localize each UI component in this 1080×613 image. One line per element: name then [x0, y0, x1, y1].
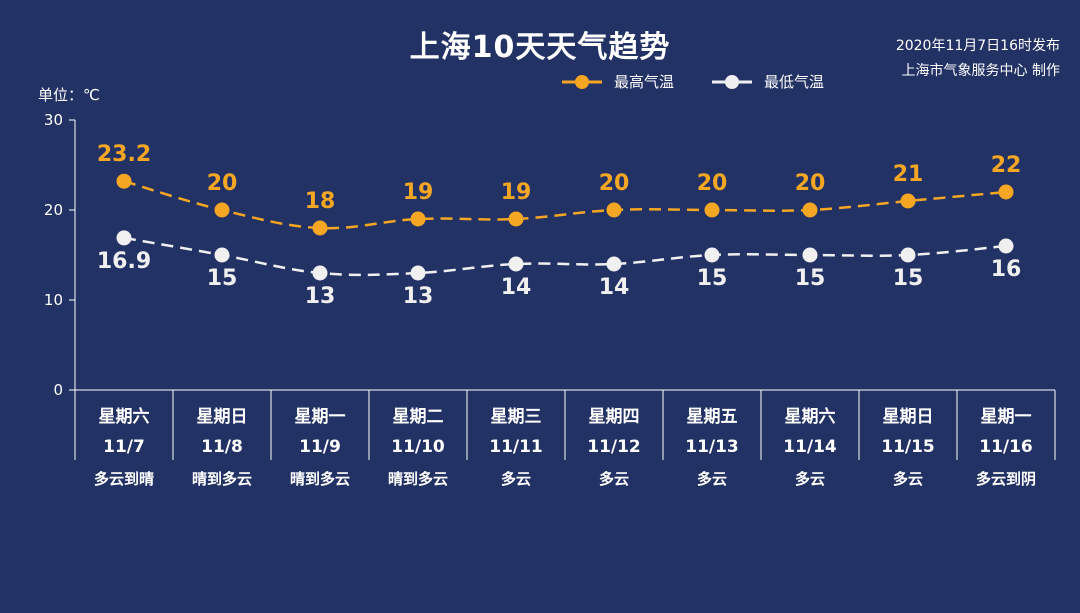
data-label-high: 20: [599, 171, 630, 196]
data-point-high: [214, 202, 230, 218]
y-tick-label: 0: [53, 381, 63, 399]
weather-label: 多云: [697, 470, 727, 488]
data-point-low: [998, 238, 1014, 254]
weather-label: 晴到多云: [192, 470, 252, 488]
weekday-label: 星期四: [589, 407, 640, 427]
data-point-high: [410, 211, 426, 227]
data-point-high: [508, 211, 524, 227]
y-tick-label: 20: [44, 201, 63, 219]
weather-label: 多云: [795, 470, 825, 488]
data-label-high: 22: [991, 153, 1022, 178]
weather-label: 多云: [893, 470, 923, 488]
weekday-label: 星期三: [491, 407, 542, 427]
data-label-high: 19: [403, 180, 434, 205]
chart-title: 上海10天天气趋势: [409, 30, 671, 65]
date-label: 11/11: [489, 437, 543, 457]
date-label: 11/8: [201, 437, 243, 457]
data-label-high: 20: [697, 171, 728, 196]
publish-time: 2020年11月7日16时发布: [895, 38, 1060, 54]
series-line-high: [123, 180, 1007, 230]
date-label: 11/13: [685, 437, 739, 457]
publish-info: 2020年11月7日16时发布 上海市气象服务中心 制作: [896, 34, 1060, 84]
date-label: 11/15: [881, 437, 935, 457]
data-label-low: 13: [305, 284, 336, 309]
date-label: 11/16: [979, 437, 1033, 457]
data-point-high: [900, 193, 916, 209]
data-label-low: 13: [403, 284, 434, 309]
weekday-label: 星期五: [687, 407, 738, 427]
date-label: 11/7: [103, 437, 145, 457]
weather-label: 晴到多云: [388, 470, 448, 488]
data-point-low: [802, 247, 818, 263]
legend-low-swatch: [712, 74, 752, 89]
weekday-label: 星期六: [99, 406, 150, 427]
data-point-high: [802, 202, 818, 218]
data-label-high: 20: [207, 171, 238, 196]
legend-high-label: 最高气温: [614, 73, 675, 91]
data-point-high: [606, 202, 622, 218]
data-point-low: [606, 256, 622, 272]
weather-label: 多云到阴: [976, 470, 1036, 488]
data-point-high: [312, 220, 328, 236]
data-label-low: 15: [795, 266, 826, 291]
date-label: 11/12: [587, 437, 641, 457]
data-point-low: [704, 247, 720, 263]
data-point-low: [116, 230, 132, 246]
weather-label: 多云: [501, 470, 531, 488]
y-tick-label: 10: [44, 291, 63, 309]
legend-low-label: 最低气温: [764, 73, 825, 91]
weekday-label: 星期日: [883, 407, 934, 427]
data-point-low: [410, 265, 426, 281]
data-label-high: 18: [305, 189, 336, 214]
data-point-high: [116, 173, 132, 189]
data-label-high: 21: [893, 162, 924, 187]
data-label-low: 15: [207, 266, 238, 291]
data-label-low: 16.9: [97, 249, 151, 274]
weather-label: 多云: [599, 470, 629, 488]
weekday-label: 星期日: [197, 407, 248, 427]
weekday-label: 星期一: [981, 407, 1032, 427]
data-label-low: 14: [501, 275, 532, 300]
date-label: 11/9: [299, 437, 341, 457]
data-point-low: [508, 256, 524, 272]
weather-label: 晴到多云: [290, 470, 350, 488]
legend-high-swatch: [562, 74, 602, 89]
series-line-low: [123, 236, 1007, 277]
weekday-label: 星期六: [785, 406, 836, 427]
data-label-high: 20: [795, 171, 826, 196]
data-label-low: 15: [697, 266, 728, 291]
data-label-low: 15: [893, 266, 924, 291]
data-label-low: 16: [991, 257, 1022, 282]
data-label-high: 19: [501, 180, 532, 205]
legend-item-high: 最高气温: [560, 71, 674, 92]
date-label: 11/10: [391, 437, 445, 457]
data-point-high: [704, 202, 720, 218]
data-point-high: [998, 184, 1014, 200]
data-label-low: 14: [599, 275, 630, 300]
weekday-label: 星期二: [393, 407, 444, 427]
y-tick-label: 30: [44, 111, 63, 129]
data-point-low: [214, 247, 230, 263]
data-label-high: 23.2: [97, 142, 151, 167]
y-axis-unit-label: 单位：℃: [38, 86, 100, 104]
weather-label: 多云到晴: [94, 470, 154, 488]
data-point-low: [312, 265, 328, 281]
legend-item-low: 最低气温: [710, 71, 824, 92]
data-point-low: [900, 247, 916, 263]
date-label: 11/14: [783, 437, 837, 457]
publisher: 上海市气象服务中心 制作: [901, 63, 1060, 79]
weekday-label: 星期一: [295, 407, 346, 427]
